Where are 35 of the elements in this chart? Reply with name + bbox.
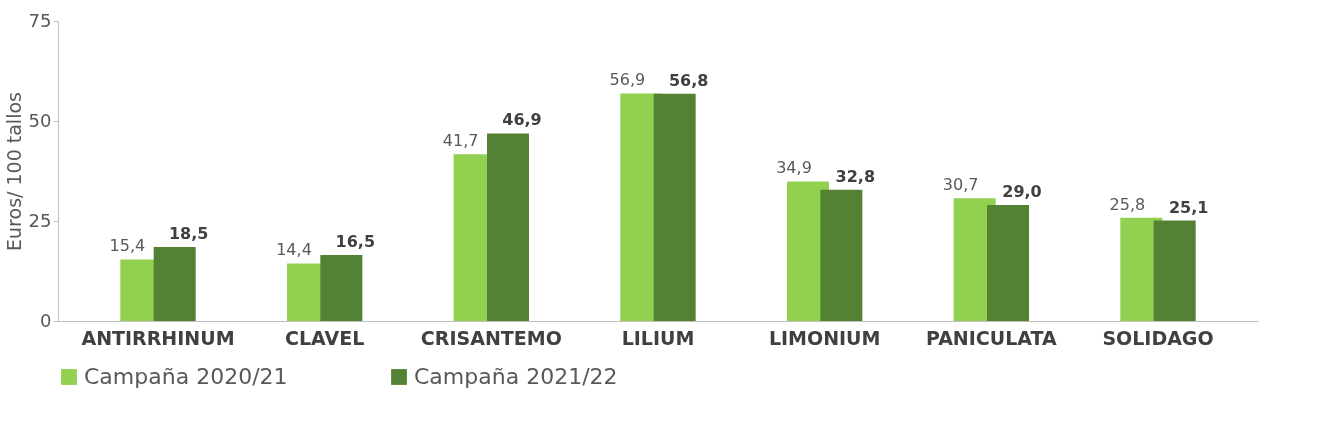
x-tick-label: LIMONIUM [768,326,881,349]
bar [987,205,1029,321]
x-tick-label: CRISANTEMO [420,326,562,349]
x-tick-label: PANICULATA [925,326,1057,349]
y-tick-label: 75 [28,9,52,31]
bar [820,189,863,321]
data-label: 34,9 [776,158,812,178]
data-label: 25,1 [1168,197,1209,217]
y-tick-label: 50 [28,109,52,131]
bar [487,133,529,321]
data-label: 41,7 [442,131,479,151]
x-tick-label: SOLIDAGO [1102,326,1214,349]
bar [653,93,696,321]
data-label: 29,0 [1002,182,1042,201]
data-label: 56,9 [609,70,646,90]
y-tick-label: 0 [40,309,52,331]
legend-label: Campaña 2020/21 [84,364,288,389]
data-label: 16,5 [335,232,376,251]
data-label: 14,4 [276,240,312,260]
data-label: 56,8 [668,70,709,90]
data-label: 46,9 [502,110,542,130]
bar [1153,220,1196,321]
data-label: 15,4 [109,236,146,256]
legend-label: Campaña 2021/22 [414,364,618,389]
bar [320,255,363,321]
y-tick-label: 25 [28,209,52,231]
x-tick-label: ANTIRRHINUM [81,326,235,349]
data-label: 18,5 [168,224,209,243]
x-tick-label: CLAVEL [285,326,365,349]
x-tick-label: LILIUM [621,326,695,349]
data-label: 32,8 [835,166,876,186]
bar [153,247,196,321]
data-label: 30,7 [942,175,979,195]
data-label: 25,8 [1109,194,1146,214]
y-axis-title: Euros/ 100 tallos [2,92,25,251]
